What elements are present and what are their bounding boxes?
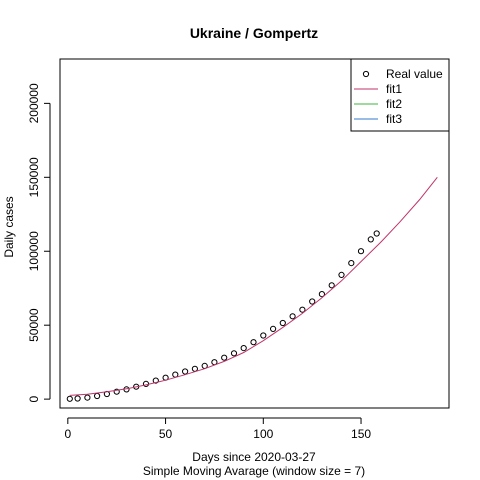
- data-point: [328, 282, 335, 289]
- y-tick-label: 200000: [27, 83, 41, 123]
- y-tick-label: 150000: [27, 157, 41, 197]
- legend-marker: [362, 70, 370, 78]
- data-point: [348, 260, 355, 267]
- data-point: [94, 392, 101, 400]
- data-point: [367, 236, 374, 243]
- x-axis-label: Days since 2020-03-27: [192, 450, 316, 464]
- legend-label: Real value: [386, 67, 443, 81]
- chart-subtitle: Simple Moving Avarage (window size = 7): [143, 464, 365, 478]
- data-point: [357, 248, 365, 255]
- data-point: [230, 350, 238, 357]
- x-tick-label: 150: [351, 427, 371, 441]
- y-tick-label: 0: [27, 395, 41, 402]
- data-point: [84, 394, 91, 401]
- data-point: [373, 230, 380, 237]
- x-tick-label: 100: [253, 427, 273, 441]
- data-point: [318, 291, 325, 298]
- data-point: [66, 395, 73, 402]
- data-point: [270, 325, 277, 332]
- data-point: [240, 345, 247, 352]
- chart-title: Ukraine / Gompertz: [190, 25, 318, 41]
- legend-label: fit2: [386, 97, 402, 111]
- data-point: [152, 377, 159, 384]
- legend-label: fit1: [386, 82, 402, 96]
- y-tick-label: 100000: [27, 231, 41, 271]
- legend-label: fit3: [386, 112, 402, 126]
- data-point: [299, 306, 306, 313]
- data-point: [260, 332, 267, 339]
- x-tick-label: 0: [64, 427, 71, 441]
- data-point: [172, 371, 179, 378]
- x-tick-label: 50: [159, 427, 173, 441]
- data-point: [289, 313, 296, 320]
- data-point: [250, 339, 257, 346]
- y-axis-label: Daily cases: [2, 196, 16, 257]
- data-point: [338, 271, 345, 278]
- data-point: [221, 354, 228, 361]
- data-point: [182, 368, 189, 375]
- data-point: [279, 319, 286, 327]
- data-point: [309, 298, 316, 305]
- data-point: [113, 388, 120, 395]
- plot-area: 0 50 100 150 0 50000 100000 150000 200000: [27, 58, 450, 441]
- series-line-fit1: [69, 176, 438, 396]
- plot-frame: [59, 58, 450, 409]
- data-point: [74, 395, 81, 402]
- y-tick-label: 50000: [27, 308, 41, 342]
